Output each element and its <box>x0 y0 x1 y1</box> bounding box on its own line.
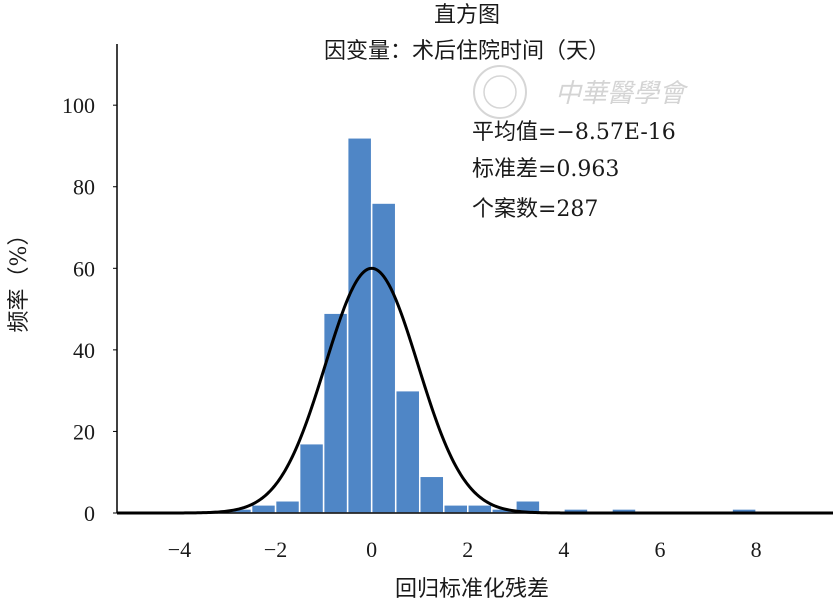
x-axis-title: 回归标准化残差 <box>395 577 549 602</box>
histogram-bar <box>346 137 373 514</box>
histogram-bar <box>274 500 301 514</box>
histogram-bar <box>394 389 421 514</box>
stat-mean: 平均值=−8.57E-16 <box>472 120 676 145</box>
watermark-text: 中華醫學會 <box>555 79 689 109</box>
x-tick-label: −4 <box>168 537 191 562</box>
y-tick-label: 40 <box>73 338 95 363</box>
histogram-bar <box>467 504 493 514</box>
chart-subtitle: 因变量：术后住院时间（天） <box>324 39 610 64</box>
x-tick-label: 8 <box>751 537 762 562</box>
stat-sd: 标准差=0.963 <box>472 157 619 182</box>
watermark: 中華醫學會 <box>473 65 689 119</box>
x-tick-label: 0 <box>366 537 377 562</box>
axes-group: 0 20 40 60 80 100 −4 −2 0 2 4 6 8 <box>62 44 833 562</box>
histogram-bar <box>298 442 325 514</box>
stat-n: 个案数=287 <box>472 197 598 222</box>
normal-curve-group <box>117 266 833 515</box>
y-tick-label: 80 <box>73 175 95 200</box>
y-tick-label: 60 <box>73 256 95 281</box>
histogram-bar <box>370 202 397 514</box>
watermark-seal-inner-icon <box>483 75 517 109</box>
y-tick-label: 20 <box>73 419 95 444</box>
x-tick-label: 6 <box>655 537 666 562</box>
histogram-bar <box>418 475 445 514</box>
histogram-bar <box>443 504 469 514</box>
y-axis-title: 频率（%） <box>7 224 32 333</box>
x-tick-label: 2 <box>462 537 473 562</box>
x-tick-label: 4 <box>558 537 569 562</box>
y-tick-label: 100 <box>62 93 95 118</box>
normal-curve <box>117 266 833 515</box>
chart-title: 直方图 <box>434 3 500 28</box>
bars-group <box>226 137 757 514</box>
histogram-bar <box>322 312 349 514</box>
x-tick-label: −2 <box>264 537 287 562</box>
y-tick-label: 0 <box>84 501 95 526</box>
watermark-seal-icon <box>473 65 527 119</box>
histogram-bar <box>250 504 277 514</box>
